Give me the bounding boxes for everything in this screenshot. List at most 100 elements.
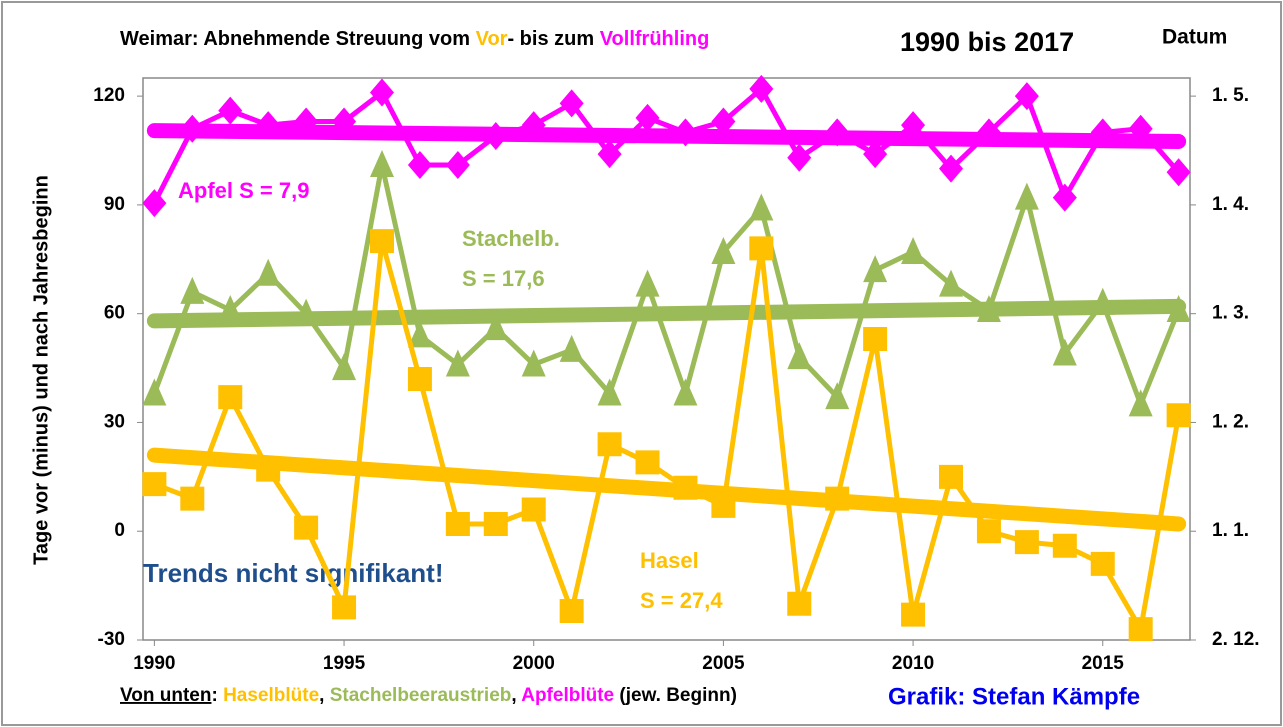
- marker: [711, 237, 736, 265]
- marker: [1128, 389, 1153, 417]
- marker: [901, 111, 926, 140]
- marker: [256, 258, 281, 286]
- marker: [142, 378, 167, 406]
- marker: [256, 111, 281, 140]
- annotation: S = 17,6: [462, 266, 545, 291]
- marker: [1014, 182, 1039, 210]
- credit: Grafik: Stefan Kämpfe: [888, 683, 1140, 710]
- marker: [483, 313, 508, 341]
- marker: [256, 457, 281, 482]
- marker: [1052, 338, 1077, 366]
- marker: [1014, 530, 1039, 555]
- subtitle: 1990 bis 2017: [900, 27, 1074, 57]
- x-tick-label: 1990: [133, 653, 175, 674]
- x-tick-label: 2000: [513, 653, 555, 674]
- y-tick-label: 60: [104, 303, 125, 324]
- marker: [218, 385, 243, 410]
- marker: [1128, 114, 1153, 143]
- y-tick-label: 0: [114, 520, 125, 541]
- marker: [483, 122, 508, 151]
- marker: [1166, 158, 1191, 187]
- trend-line: [146, 298, 1187, 329]
- marker: [939, 269, 964, 297]
- marker: [749, 193, 774, 221]
- marker: [559, 89, 584, 118]
- annotation: Apfel S = 7,9: [178, 178, 309, 203]
- marker: [787, 591, 812, 616]
- marker: [1014, 82, 1039, 111]
- y2-title: Datum: [1162, 26, 1227, 49]
- annotation: Trends nicht signifikant!: [143, 558, 443, 588]
- marker: [635, 103, 660, 132]
- marker: [825, 118, 850, 147]
- marker: [521, 349, 546, 377]
- marker: [559, 334, 584, 362]
- marker: [407, 151, 432, 180]
- x-tick-label: 2010: [892, 653, 934, 674]
- marker: [863, 255, 888, 283]
- marker: [635, 450, 660, 475]
- marker: [559, 598, 584, 623]
- trend-line: [146, 447, 1187, 532]
- marker: [369, 229, 394, 254]
- marker: [1166, 403, 1191, 428]
- marker: [521, 111, 546, 140]
- marker: [407, 320, 432, 348]
- y2-tick-label: 2. 12.: [1212, 629, 1260, 650]
- marker: [825, 382, 850, 410]
- marker: [1052, 183, 1077, 212]
- marker: [180, 114, 205, 143]
- x-tick-label: 2015: [1082, 653, 1125, 674]
- marker: [445, 349, 470, 377]
- marker: [1090, 551, 1115, 576]
- marker: [142, 472, 167, 497]
- marker: [673, 378, 698, 406]
- marker: [673, 118, 698, 147]
- y-axis-title: Tage vor (minus) und nach Jahresbeginn: [30, 175, 52, 565]
- marker: [1052, 533, 1077, 558]
- marker: [1090, 118, 1115, 147]
- marker: [294, 298, 319, 326]
- y-tick-label: 30: [104, 411, 125, 432]
- y-tick-label: -30: [98, 629, 125, 650]
- y2-tick-label: 1. 3.: [1212, 303, 1249, 324]
- marker: [1128, 617, 1153, 642]
- marker: [180, 486, 205, 511]
- marker: [749, 74, 774, 103]
- y2-tick-label: 1. 1.: [1212, 520, 1249, 541]
- marker: [218, 96, 243, 125]
- series-line: [153, 238, 1182, 632]
- marker: [901, 602, 926, 627]
- y-tick-label: 120: [93, 85, 125, 106]
- marker: [369, 150, 394, 178]
- marker: [711, 493, 736, 518]
- marker: [787, 143, 812, 172]
- marker: [294, 107, 319, 136]
- annotation: Stachelb.: [462, 226, 560, 251]
- marker: [597, 378, 622, 406]
- marker: [787, 342, 812, 370]
- marker: [597, 140, 622, 169]
- marker: [369, 78, 394, 107]
- x-tick-label: 1995: [323, 653, 366, 674]
- plot-frame: [142, 77, 1191, 641]
- marker: [332, 107, 357, 136]
- marker: [332, 353, 357, 381]
- y2-tick-label: 1. 4.: [1212, 194, 1249, 215]
- series-line: [152, 162, 1181, 407]
- marker: [1166, 295, 1191, 323]
- marker: [976, 118, 1001, 147]
- marker: [749, 236, 774, 261]
- marker: [1090, 287, 1115, 315]
- y-tick-label: 90: [104, 194, 125, 215]
- marker: [863, 140, 888, 169]
- annotation: S = 27,4: [640, 588, 723, 613]
- marker: [939, 154, 964, 183]
- trend-line: [146, 123, 1187, 149]
- marker: [521, 497, 546, 522]
- marker: [445, 511, 470, 536]
- marker: [294, 515, 319, 540]
- marker: [407, 366, 432, 391]
- marker: [901, 237, 926, 265]
